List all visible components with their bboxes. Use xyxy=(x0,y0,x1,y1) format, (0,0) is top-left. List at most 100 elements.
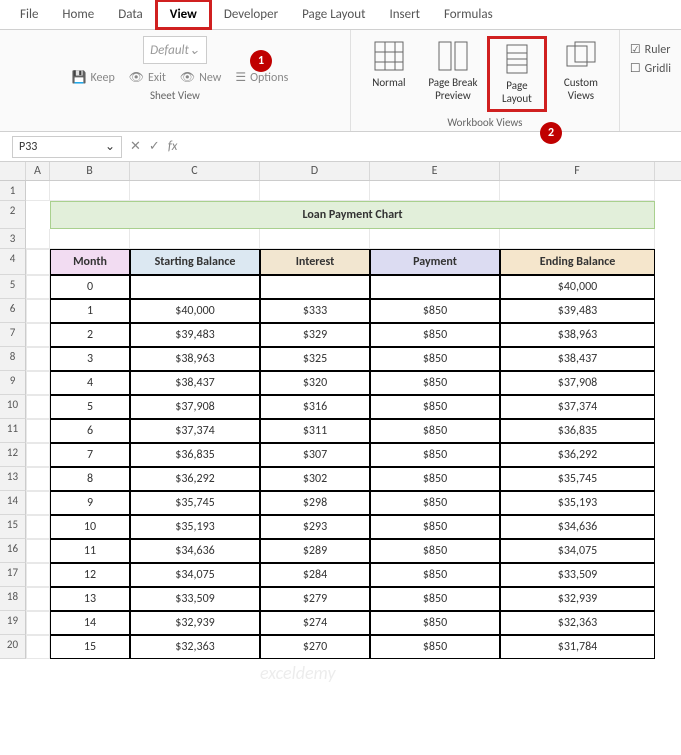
table-cell[interactable] xyxy=(130,275,260,299)
cell[interactable] xyxy=(260,181,370,201)
table-cell[interactable]: $850 xyxy=(370,299,500,323)
column-header-B[interactable]: B xyxy=(50,162,130,180)
row-header-19[interactable]: 19 xyxy=(0,611,26,635)
table-cell[interactable]: 5 xyxy=(50,395,130,419)
row-header-17[interactable]: 17 xyxy=(0,563,26,587)
cell[interactable] xyxy=(26,181,50,201)
sheet-view-selector[interactable]: Default ⌄ xyxy=(143,36,207,64)
column-header-C[interactable]: C xyxy=(130,162,260,180)
cell[interactable] xyxy=(500,181,655,201)
table-header-starting-balance[interactable]: Starting Balance xyxy=(130,249,260,275)
row-header-9[interactable]: 9 xyxy=(0,371,26,395)
cell[interactable] xyxy=(370,181,500,201)
table-cell[interactable]: $38,963 xyxy=(500,323,655,347)
table-cell[interactable]: $850 xyxy=(370,539,500,563)
table-header-ending-balance[interactable]: Ending Balance xyxy=(500,249,655,275)
row-header-7[interactable]: 7 xyxy=(0,323,26,347)
table-cell[interactable]: $35,745 xyxy=(130,491,260,515)
table-header-payment[interactable]: Payment xyxy=(370,249,500,275)
custom-views-button[interactable]: Custom Views xyxy=(551,36,611,112)
table-cell[interactable]: $850 xyxy=(370,587,500,611)
table-cell[interactable]: $850 xyxy=(370,563,500,587)
row-header-10[interactable]: 10 xyxy=(0,395,26,419)
cell[interactable] xyxy=(50,229,130,249)
table-cell[interactable]: $31,784 xyxy=(500,635,655,659)
table-cell[interactable]: $311 xyxy=(260,419,370,443)
table-header-month[interactable]: Month xyxy=(50,249,130,275)
table-cell[interactable]: $270 xyxy=(260,635,370,659)
table-cell[interactable]: $850 xyxy=(370,371,500,395)
column-header-A[interactable]: A xyxy=(26,162,50,180)
table-cell[interactable]: $34,636 xyxy=(500,515,655,539)
table-cell[interactable]: 9 xyxy=(50,491,130,515)
row-header-11[interactable]: 11 xyxy=(0,419,26,443)
table-cell[interactable] xyxy=(370,275,500,299)
exit-button[interactable]: 👁Exit xyxy=(129,70,166,85)
ruler-checkbox[interactable]: ☑Ruler xyxy=(630,42,671,57)
table-cell[interactable]: $274 xyxy=(260,611,370,635)
table-cell[interactable]: $329 xyxy=(260,323,370,347)
table-cell[interactable] xyxy=(260,275,370,299)
table-cell[interactable]: $850 xyxy=(370,467,500,491)
table-cell[interactable]: $32,939 xyxy=(500,587,655,611)
table-cell[interactable]: 0 xyxy=(50,275,130,299)
ribbon-tab-home[interactable]: Home xyxy=(50,2,106,27)
table-cell[interactable]: $850 xyxy=(370,419,500,443)
gridlines-checkbox[interactable]: ☐Gridli xyxy=(630,61,671,76)
normal-view-button[interactable]: Normal xyxy=(359,36,419,112)
column-header-D[interactable]: D xyxy=(260,162,370,180)
table-cell[interactable]: $32,363 xyxy=(130,635,260,659)
row-header-18[interactable]: 18 xyxy=(0,587,26,611)
cancel-icon[interactable]: ✕ xyxy=(130,139,141,154)
table-cell[interactable]: 2 xyxy=(50,323,130,347)
row-header-5[interactable]: 5 xyxy=(0,275,26,299)
table-cell[interactable]: $34,636 xyxy=(130,539,260,563)
table-cell[interactable]: $37,908 xyxy=(500,371,655,395)
table-cell[interactable]: $307 xyxy=(260,443,370,467)
table-cell[interactable]: $850 xyxy=(370,347,500,371)
ribbon-tab-insert[interactable]: Insert xyxy=(377,2,432,27)
row-header-12[interactable]: 12 xyxy=(0,443,26,467)
table-cell[interactable]: $850 xyxy=(370,611,500,635)
table-cell[interactable]: $333 xyxy=(260,299,370,323)
table-cell[interactable]: 14 xyxy=(50,611,130,635)
table-cell[interactable]: $35,193 xyxy=(130,515,260,539)
keep-button[interactable]: 💾Keep xyxy=(72,70,115,85)
ribbon-tab-data[interactable]: Data xyxy=(106,2,155,27)
table-cell[interactable]: $36,835 xyxy=(130,443,260,467)
row-header-15[interactable]: 15 xyxy=(0,515,26,539)
options-button[interactable]: ☰Options xyxy=(235,70,288,85)
ribbon-tab-view[interactable]: View xyxy=(155,0,212,30)
table-cell[interactable]: $33,509 xyxy=(500,563,655,587)
row-header-3[interactable]: 3 xyxy=(0,229,26,249)
name-box[interactable]: P33 ⌄ xyxy=(12,136,122,158)
column-header-E[interactable]: E xyxy=(370,162,500,180)
table-cell[interactable]: $293 xyxy=(260,515,370,539)
table-cell[interactable]: 4 xyxy=(50,371,130,395)
table-cell[interactable]: 15 xyxy=(50,635,130,659)
table-cell[interactable]: $33,509 xyxy=(130,587,260,611)
cell[interactable] xyxy=(130,229,260,249)
table-cell[interactable]: $284 xyxy=(260,563,370,587)
table-cell[interactable]: 8 xyxy=(50,467,130,491)
table-cell[interactable]: $850 xyxy=(370,635,500,659)
table-cell[interactable]: $40,000 xyxy=(130,299,260,323)
cell[interactable] xyxy=(26,229,50,249)
row-header-13[interactable]: 13 xyxy=(0,467,26,491)
table-cell[interactable]: $36,292 xyxy=(500,443,655,467)
table-cell[interactable]: $320 xyxy=(260,371,370,395)
cell[interactable] xyxy=(50,181,130,201)
table-cell[interactable]: 13 xyxy=(50,587,130,611)
table-cell[interactable]: $850 xyxy=(370,443,500,467)
table-cell[interactable]: $35,745 xyxy=(500,467,655,491)
row-header-1[interactable]: 1 xyxy=(0,181,26,201)
ribbon-tab-file[interactable]: File xyxy=(8,2,50,27)
table-cell[interactable]: 11 xyxy=(50,539,130,563)
row-header-4[interactable]: 4 xyxy=(0,249,26,275)
table-cell[interactable]: $850 xyxy=(370,491,500,515)
table-cell[interactable]: $40,000 xyxy=(500,275,655,299)
row-header-6[interactable]: 6 xyxy=(0,299,26,323)
row-header-20[interactable]: 20 xyxy=(0,635,26,659)
page-break-preview-button[interactable]: Page Break Preview xyxy=(423,36,483,112)
table-cell[interactable]: $34,075 xyxy=(130,563,260,587)
